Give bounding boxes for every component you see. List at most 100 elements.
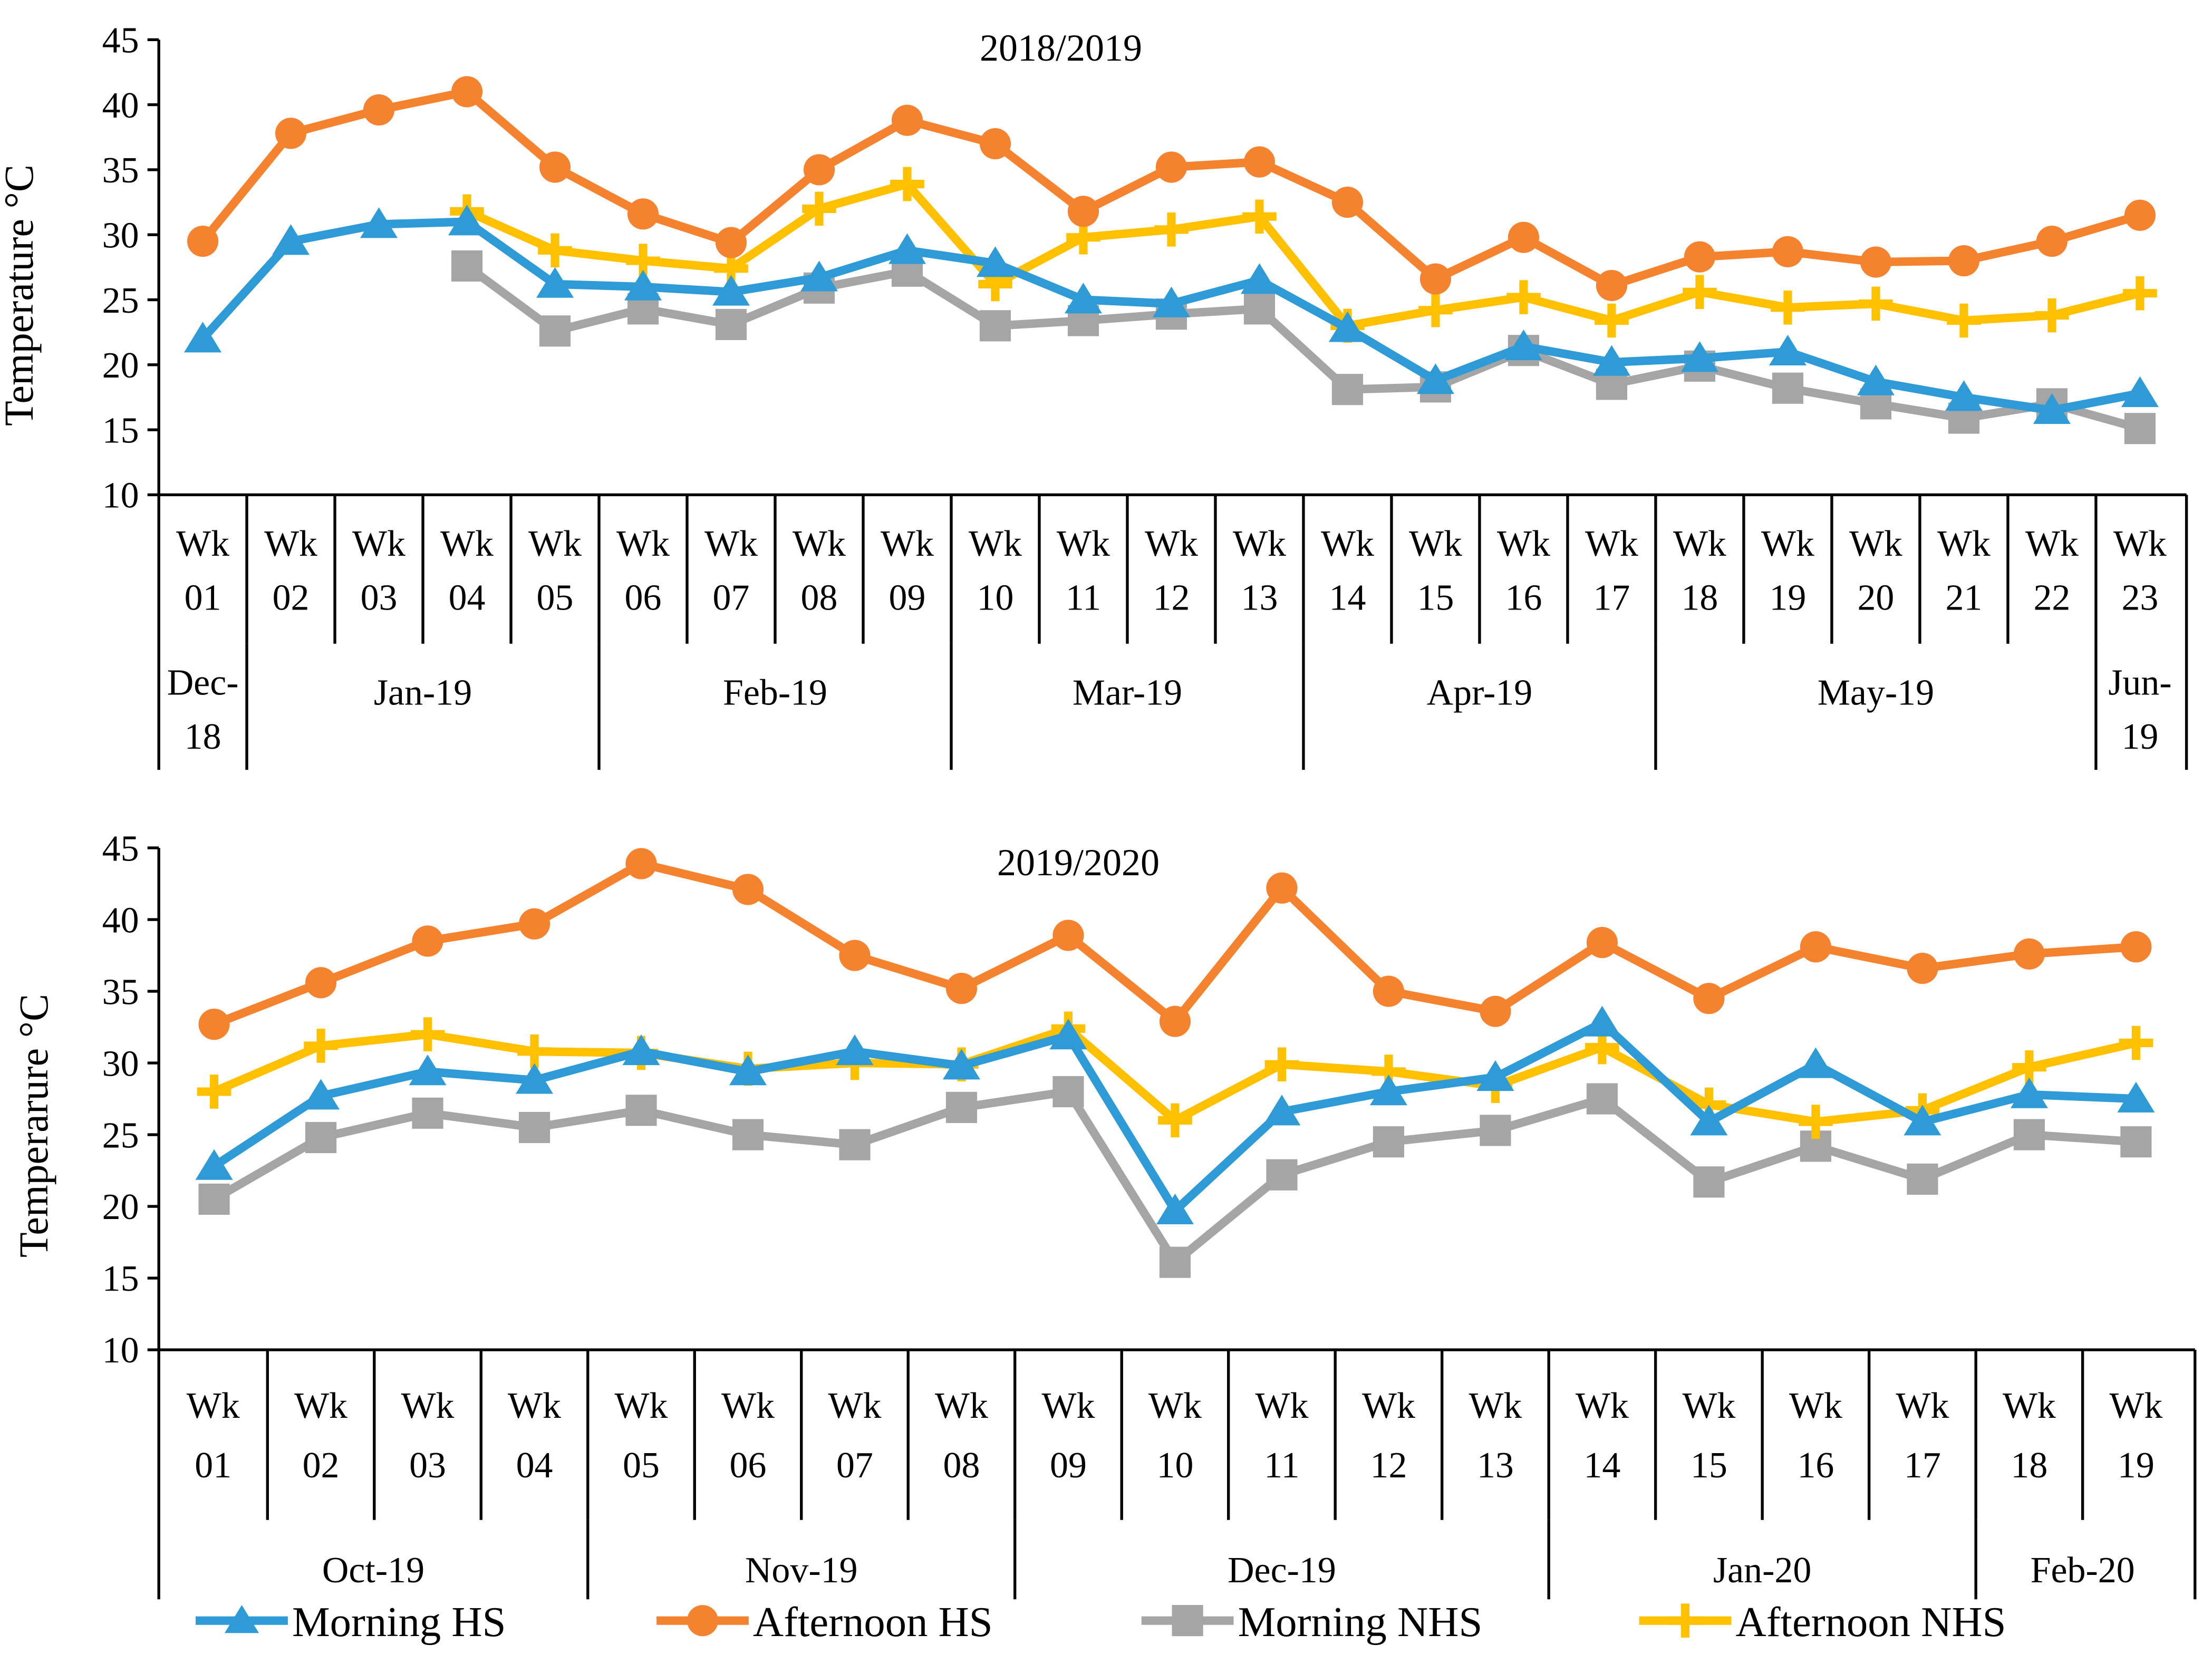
month-label: Feb-20: [2031, 1550, 2135, 1591]
data-point: [1859, 286, 1893, 321]
month-label: Dec-19: [1228, 1550, 1336, 1591]
data-point: [1769, 334, 1807, 366]
data-point: [2036, 225, 2068, 257]
month-label: 19: [2121, 717, 2158, 757]
data-point: [1159, 1246, 1191, 1278]
legend-label: Afternoon HS: [753, 1599, 993, 1646]
y-tick-label: 35: [102, 972, 139, 1012]
data-point: [1369, 1075, 1407, 1106]
x-tick-label: 11: [1264, 1445, 1299, 1486]
x-tick-label: 17: [1593, 577, 1630, 618]
data-point: [732, 874, 764, 905]
x-tick-label: Wk: [1497, 524, 1550, 564]
x-tick-label: 06: [625, 577, 662, 618]
series-line: [212, 859, 2137, 1029]
legend-item-afternoon-nhs: Afternoon NHS: [1639, 1599, 2006, 1646]
data-point: [802, 191, 836, 226]
x-tick-label: 07: [836, 1445, 873, 1486]
x-tick-label: Wk: [1148, 1386, 1202, 1426]
x-tick-label: 11: [1066, 577, 1101, 618]
data-point: [1771, 291, 1805, 325]
month-label: Apr-19: [1427, 672, 1533, 713]
x-tick-label: Wk: [1789, 1386, 1842, 1426]
data-point: [1152, 286, 1190, 317]
y-tick-label: 45: [102, 20, 139, 61]
x-tick-label: 15: [1691, 1445, 1727, 1486]
data-point: [1684, 241, 1716, 273]
x-tick-label: 13: [1477, 1445, 1514, 1486]
month-label: Jun-: [2108, 663, 2171, 703]
x-tick-label: Wk: [1761, 524, 1814, 564]
series-morning-nhs: [451, 250, 2156, 444]
chart-2018-2019: 2018/2019 Temperature °C 10 15 20 25 30 35 40 4…: [0, 20, 2188, 770]
data-point: [2120, 1126, 2152, 1158]
legend-label: Morning NHS: [1238, 1599, 1483, 1646]
data-point: [732, 1119, 764, 1150]
data-point: [890, 167, 924, 201]
legend: Morning HS Afternoon HS Morning NHS Afterno…: [196, 1599, 2006, 1646]
x-tick-label: Wk: [528, 524, 582, 564]
chart-2019-2020: 2019/2020 Temperarure °C 10 15 20 25 30 35 40 4…: [11, 828, 2197, 1600]
y-tick-label: 35: [102, 150, 139, 191]
x-tick-label: Wk: [793, 524, 846, 564]
legend-swatch-marker: [1668, 1603, 1703, 1638]
x-tick-label: 16: [1505, 577, 1542, 618]
x-tick-label: 18: [1681, 577, 1718, 618]
data-point: [1857, 364, 1895, 395]
plot-area: 10 15 20 25 30 35 40 45 Wk 01 Wk 02 Wk 03 Wk 04 Wk 05 Wk 06…: [102, 828, 2197, 1600]
data-point: [1156, 1193, 1194, 1225]
x-tick-label: Wk: [1937, 524, 1991, 564]
data-point: [2035, 298, 2069, 333]
x-tick-label: Wk: [1042, 1386, 1095, 1426]
x-tick-label: 19: [2118, 1445, 2155, 1486]
y-tick-label: 15: [102, 410, 139, 451]
x-tick-label: Wk: [2003, 1386, 2056, 1426]
series-morning-nhs: [198, 1076, 2152, 1278]
data-point: [1052, 1076, 1084, 1108]
x-tick-label: 20: [1857, 577, 1894, 618]
data-point: [1159, 1005, 1191, 1037]
data-point: [1907, 952, 1938, 984]
data-point: [839, 940, 871, 971]
x-tick-label: Wk: [1145, 524, 1198, 564]
data-point: [1266, 872, 1298, 904]
chart-title: 2018/2019: [980, 27, 1142, 69]
x-tick-label: 08: [801, 577, 838, 618]
series-morning-hs: [195, 1005, 2155, 1225]
data-point: [184, 322, 222, 353]
x-tick-label: Wk: [1682, 1386, 1735, 1426]
x-tick-label: Wk: [1896, 1386, 1949, 1426]
x-tick-label: Wk: [1057, 524, 1110, 564]
x-tick-label: Wk: [881, 524, 934, 564]
data-point: [1947, 303, 1981, 338]
data-point: [272, 224, 310, 255]
x-tick-label: Wk: [1576, 1386, 1629, 1426]
data-point: [538, 233, 572, 268]
data-point: [1052, 920, 1084, 951]
x-tick-label: 12: [1370, 1445, 1407, 1486]
month-label: Nov-19: [745, 1550, 858, 1591]
data-point: [451, 76, 483, 108]
data-point: [412, 925, 443, 957]
y-tick-label: 40: [102, 85, 139, 126]
x-tick-label: 14: [1329, 577, 1366, 618]
x-tick-label: Wk: [1321, 524, 1374, 564]
data-point: [2120, 931, 2152, 963]
plot-area: 10 15 20 25 30 35 40 45 Wk 01 Wk 02 Wk 03 Wk 04 Wk 05 Wk 06…: [102, 20, 2188, 770]
x-tick-label: 19: [1769, 577, 1806, 618]
data-point: [622, 1034, 660, 1066]
data-point: [539, 315, 571, 347]
data-point: [1948, 245, 1979, 277]
x-tick-label: Wk: [264, 524, 317, 564]
series-line: [199, 87, 2141, 290]
data-point: [1331, 374, 1364, 405]
x-tick-label: 07: [713, 577, 750, 618]
data-point: [1693, 1166, 1725, 1198]
data-point: [1596, 269, 1628, 302]
data-point: [1796, 1047, 1834, 1078]
data-point: [2013, 1119, 2045, 1150]
data-point: [1049, 1019, 1087, 1050]
data-point: [1480, 995, 1511, 1027]
legend-item-afternoon-hs: Afternoon HS: [656, 1599, 993, 1646]
data-point: [187, 225, 219, 257]
